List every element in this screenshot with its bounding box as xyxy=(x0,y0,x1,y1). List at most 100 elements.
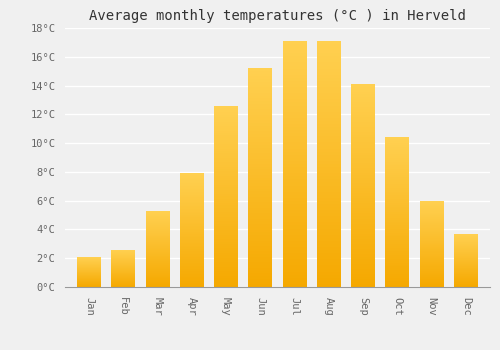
Bar xyxy=(420,217,444,218)
Bar xyxy=(454,235,478,236)
Bar xyxy=(317,281,341,284)
Bar xyxy=(214,205,238,208)
Bar xyxy=(420,279,444,281)
Bar xyxy=(317,41,341,44)
Bar xyxy=(248,98,272,101)
Bar xyxy=(386,210,409,212)
Bar xyxy=(351,249,375,252)
Bar xyxy=(454,238,478,239)
Bar xyxy=(146,220,170,221)
Bar xyxy=(180,202,204,203)
Bar xyxy=(420,224,444,225)
Bar xyxy=(317,278,341,281)
Bar xyxy=(146,250,170,251)
Bar xyxy=(282,225,306,229)
Bar xyxy=(146,241,170,242)
Bar xyxy=(248,219,272,222)
Bar xyxy=(146,274,170,275)
Bar xyxy=(77,284,101,285)
Bar xyxy=(180,273,204,274)
Bar xyxy=(454,269,478,270)
Bar xyxy=(317,133,341,136)
Bar xyxy=(248,257,272,260)
Bar xyxy=(351,267,375,269)
Bar xyxy=(317,99,341,103)
Bar xyxy=(351,234,375,236)
Bar xyxy=(112,255,136,256)
Bar xyxy=(146,222,170,223)
Bar xyxy=(351,236,375,239)
Bar xyxy=(282,75,306,78)
Bar xyxy=(214,233,238,235)
Bar xyxy=(386,177,409,178)
Bar xyxy=(214,217,238,219)
Bar xyxy=(214,264,238,267)
Bar xyxy=(248,205,272,208)
Bar xyxy=(317,250,341,253)
Bar xyxy=(180,192,204,193)
Bar xyxy=(351,142,375,145)
Bar xyxy=(248,93,272,96)
Bar xyxy=(77,282,101,283)
Bar xyxy=(180,189,204,190)
Bar xyxy=(214,183,238,185)
Bar xyxy=(317,152,341,155)
Bar xyxy=(454,240,478,241)
Bar xyxy=(386,218,409,220)
Bar xyxy=(282,244,306,247)
Bar xyxy=(386,227,409,229)
Bar xyxy=(77,270,101,271)
Bar xyxy=(454,234,478,235)
Bar xyxy=(146,231,170,232)
Bar xyxy=(248,279,272,281)
Bar xyxy=(386,184,409,186)
Bar xyxy=(282,81,306,84)
Bar xyxy=(180,274,204,276)
Bar xyxy=(146,224,170,225)
Bar xyxy=(420,263,444,264)
Bar xyxy=(351,231,375,234)
Bar xyxy=(351,99,375,102)
Bar xyxy=(351,158,375,160)
Bar xyxy=(282,50,306,53)
Bar xyxy=(77,264,101,265)
Bar xyxy=(146,256,170,257)
Bar xyxy=(420,219,444,220)
Bar xyxy=(77,267,101,268)
Bar xyxy=(386,272,409,274)
Bar xyxy=(282,265,306,268)
Bar xyxy=(248,90,272,93)
Bar xyxy=(214,212,238,215)
Bar xyxy=(317,275,341,278)
Bar xyxy=(282,262,306,265)
Bar xyxy=(386,238,409,240)
Bar xyxy=(282,186,306,189)
Bar xyxy=(77,285,101,286)
Bar xyxy=(420,230,444,231)
Bar xyxy=(454,248,478,249)
Bar xyxy=(386,274,409,276)
Bar xyxy=(454,249,478,250)
Bar xyxy=(248,112,272,115)
Bar xyxy=(386,137,409,139)
Bar xyxy=(351,193,375,196)
Bar xyxy=(420,285,444,286)
Bar xyxy=(146,265,170,266)
Bar xyxy=(282,121,306,124)
Bar xyxy=(317,204,341,207)
Bar xyxy=(214,135,238,138)
Bar xyxy=(112,251,136,252)
Bar xyxy=(282,182,306,186)
Bar xyxy=(420,201,444,202)
Bar xyxy=(454,286,478,287)
Bar xyxy=(180,203,204,205)
Bar xyxy=(214,285,238,287)
Bar xyxy=(386,197,409,199)
Bar xyxy=(146,245,170,246)
Bar xyxy=(420,284,444,285)
Bar xyxy=(351,208,375,211)
Bar xyxy=(351,160,375,163)
Bar xyxy=(112,263,136,264)
Bar xyxy=(351,168,375,170)
Bar xyxy=(317,87,341,90)
